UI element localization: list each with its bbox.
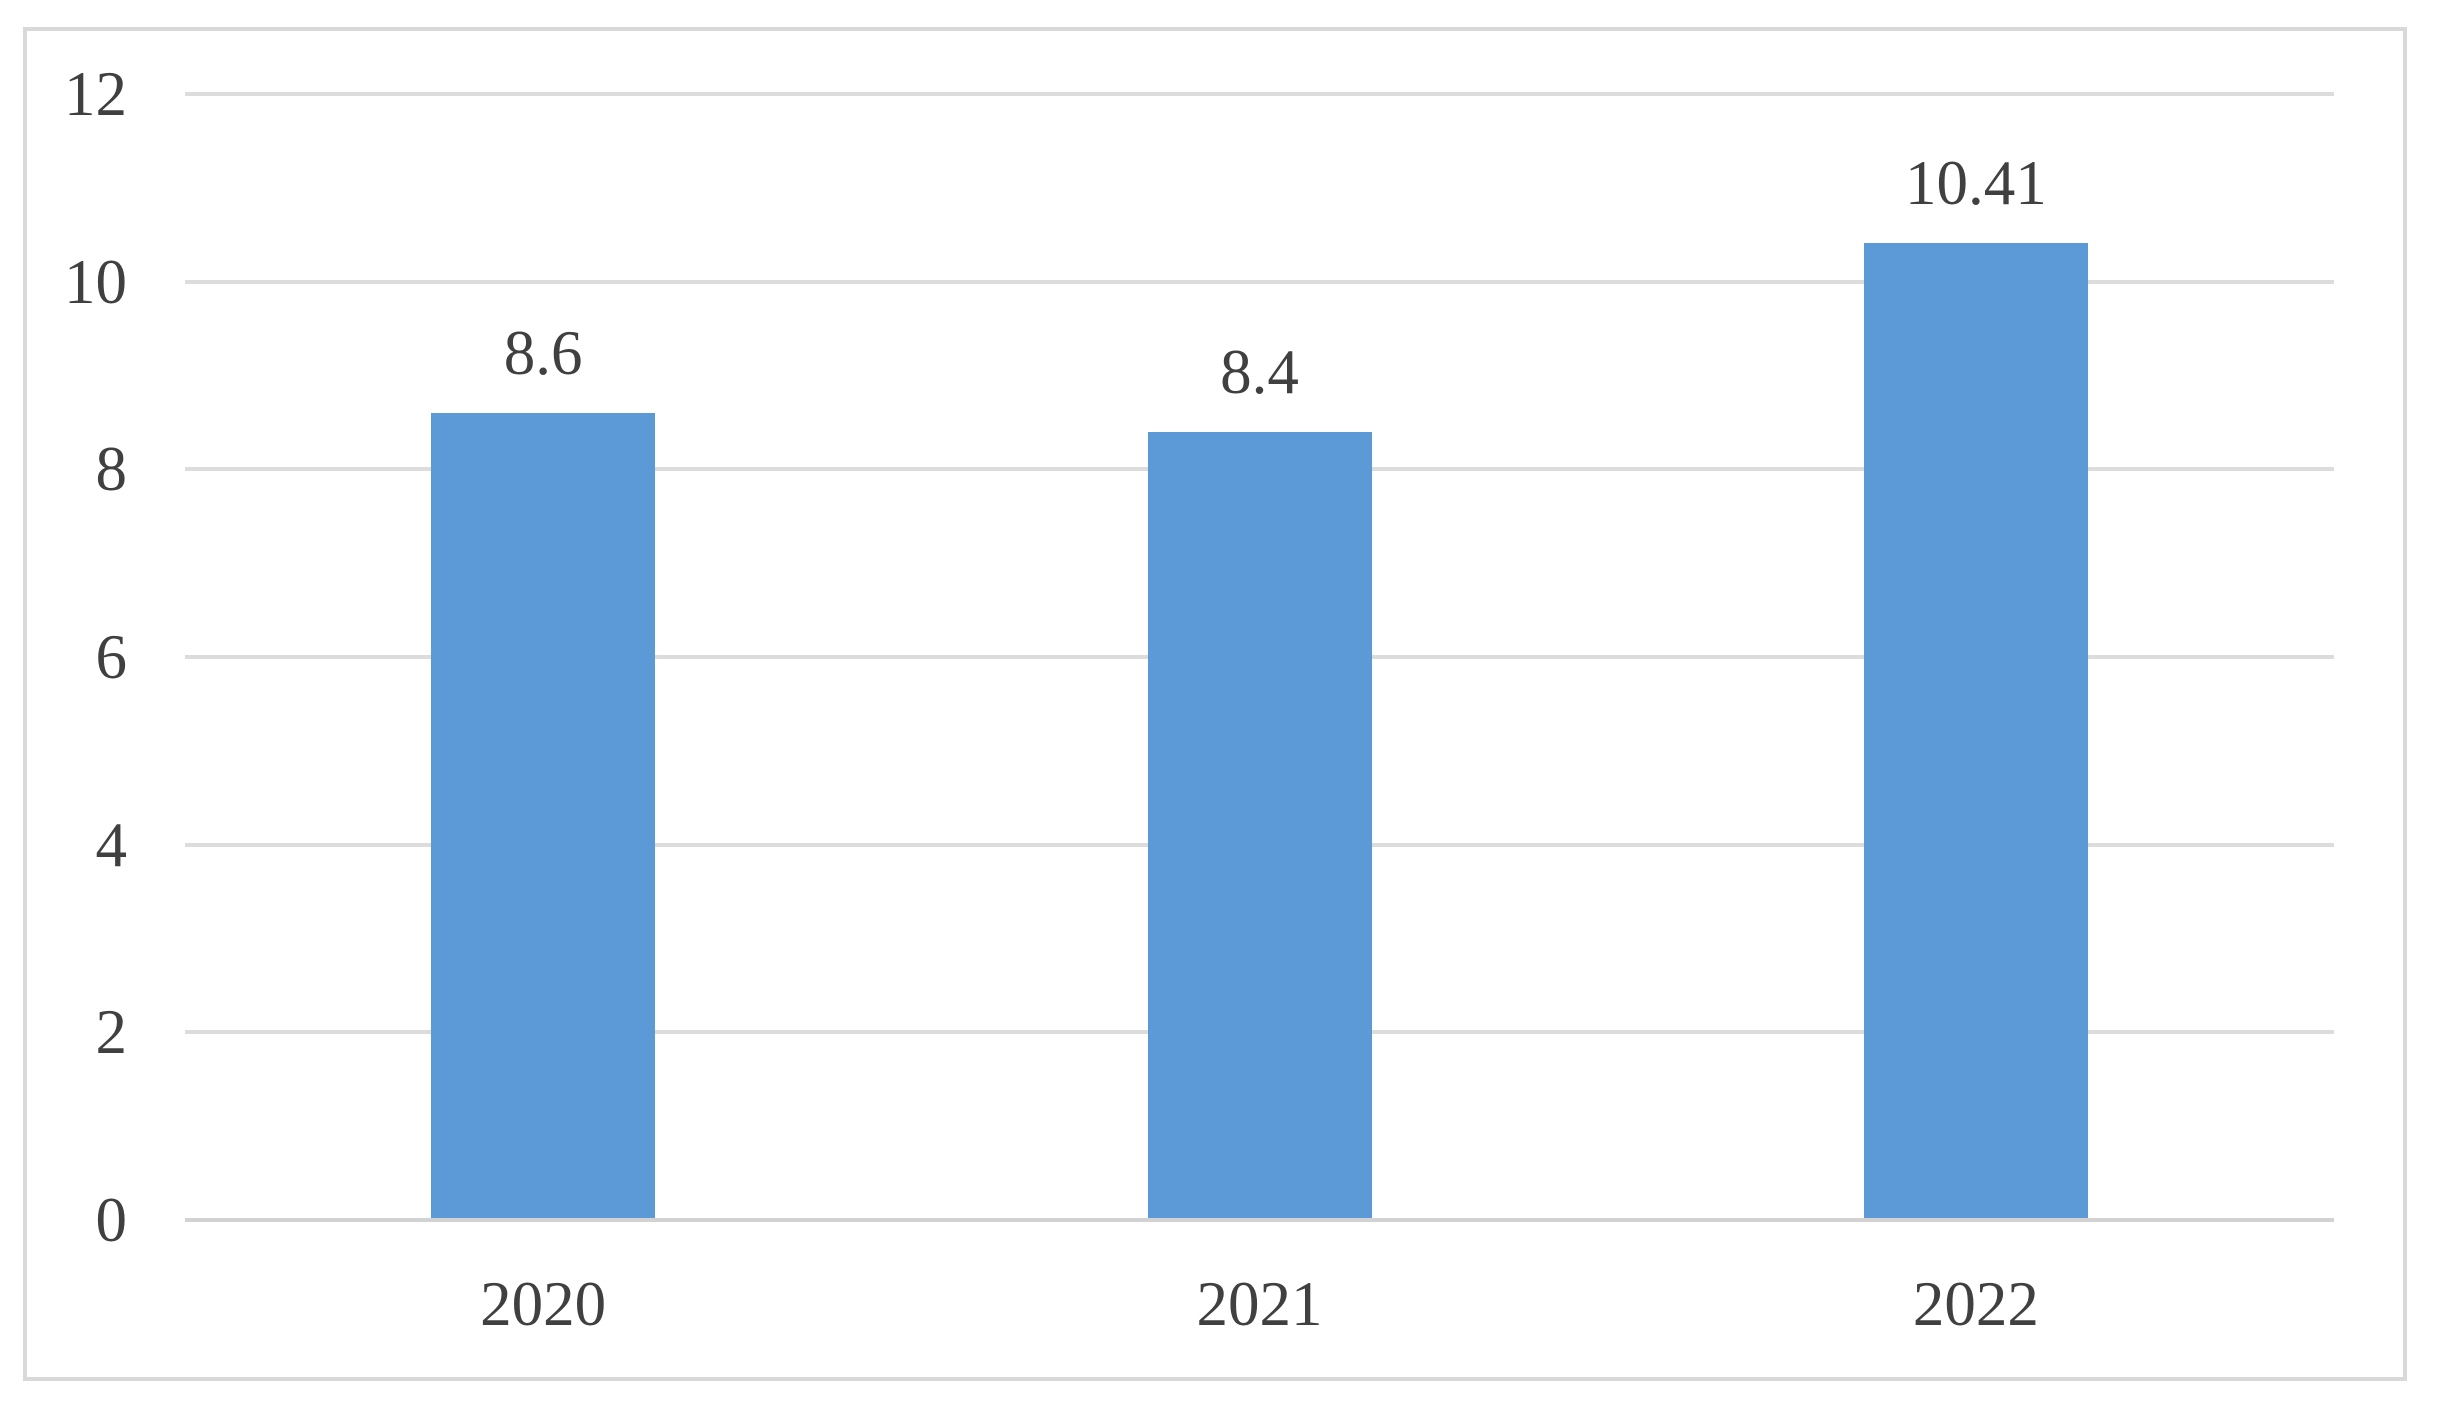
x-axis-category-labels: 2020 2021 2022 — [185, 1220, 2334, 1380]
bar-group-2020: 8.6 — [431, 318, 656, 1220]
x-axis-line — [185, 1218, 2334, 1222]
bar-2020[interactable] — [431, 413, 656, 1220]
gridline-10 — [185, 279, 2334, 284]
bar-value-label-2021: 8.4 — [1220, 336, 1299, 407]
chart-frame: 8.6 8.4 10.41 0 2 4 6 8 10 12 2020 2021 2022 — [23, 27, 2407, 1381]
y-tick-label-6: 6 — [95, 622, 128, 692]
x-tick-label-2022: 2022 — [1912, 1269, 2039, 1339]
bar-2021[interactable] — [1147, 431, 1372, 1220]
y-tick-label-4: 4 — [95, 809, 128, 880]
bar-value-label-2020: 8.6 — [503, 318, 583, 389]
y-tick-label-10: 10 — [64, 246, 127, 317]
bar-value-label-2022: 10.41 — [1904, 148, 2047, 219]
y-tick-label-8: 8 — [95, 434, 128, 505]
y-axis-tick-labels: 0 2 4 6 8 10 12 — [27, 59, 128, 1255]
bar-2022[interactable] — [1863, 243, 2088, 1220]
x-tick-label-2020: 2020 — [480, 1269, 607, 1339]
y-tick-label-12: 12 — [64, 59, 127, 129]
plot-area: 8.6 8.4 10.41 — [185, 92, 2334, 1222]
y-tick-label-0: 0 — [95, 1185, 128, 1255]
x-tick-label-2021: 2021 — [1196, 1269, 1323, 1339]
bar-group-2021: 8.4 — [1147, 337, 1372, 1220]
y-tick-label-2: 2 — [95, 997, 128, 1068]
gridline-12 — [185, 92, 2334, 96]
bar-group-2022: 10.41 — [1863, 148, 2088, 1220]
